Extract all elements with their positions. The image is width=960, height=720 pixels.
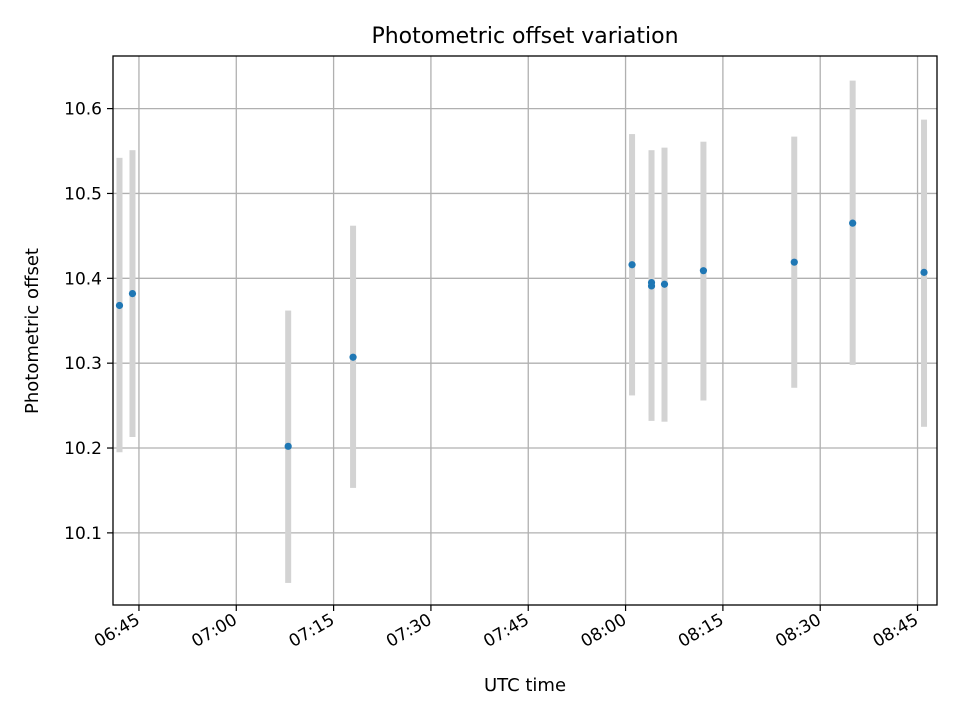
y-tick-label: 10.2	[64, 439, 102, 459]
data-point	[115, 301, 124, 310]
y-tick-label: 10.5	[64, 184, 102, 204]
plot-frame	[112, 55, 938, 606]
x-axis-label: UTC time	[484, 675, 566, 696]
data-point	[849, 219, 857, 227]
data-points	[115, 219, 928, 450]
y-axis-label: Photometric offset	[22, 248, 43, 414]
data-point	[647, 278, 656, 287]
data-point	[790, 258, 798, 266]
y-tick-label: 10.1	[64, 524, 102, 544]
data-point	[660, 280, 669, 288]
data-point	[920, 268, 928, 276]
data-point	[699, 267, 708, 275]
data-point	[628, 261, 636, 269]
data-point	[128, 289, 137, 298]
chart-title: Photometric offset variation	[371, 24, 678, 49]
y-tick-label: 10.4	[64, 269, 102, 289]
data-point	[284, 442, 292, 450]
y-tick-label: 10.6	[64, 100, 102, 120]
grid-lines	[113, 56, 937, 605]
data-point	[349, 353, 357, 361]
y-axis-ticks: 10.1 10.2 10.3 10.4 10.5 10.6	[64, 100, 113, 544]
y-tick-label: 10.3	[64, 354, 102, 374]
